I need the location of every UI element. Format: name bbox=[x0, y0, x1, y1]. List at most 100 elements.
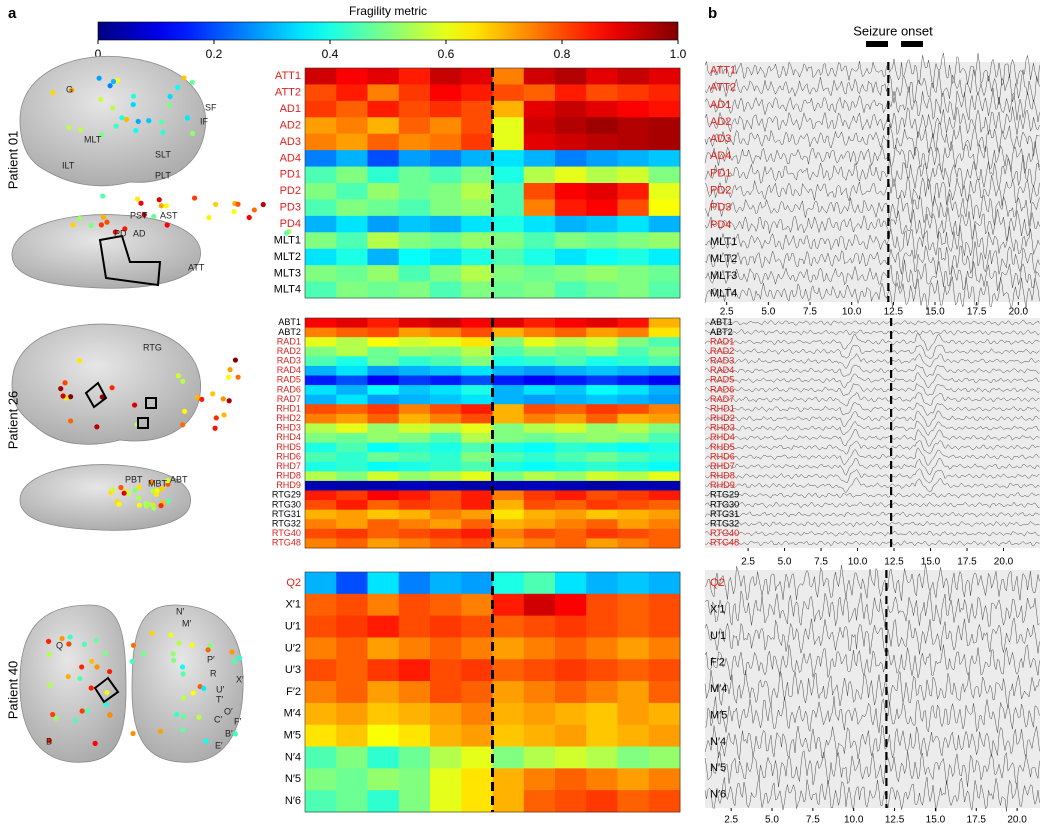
channel-label: PD3 bbox=[710, 202, 731, 214]
heatmap-cell bbox=[430, 394, 462, 405]
eeg-trace bbox=[704, 332, 1040, 351]
heatmap-cell bbox=[586, 442, 618, 453]
heatmap-cell bbox=[305, 615, 337, 638]
brain-label: U′ bbox=[216, 684, 224, 694]
colorbar-tick-label: 0.6 bbox=[438, 47, 455, 61]
heatmap-cell bbox=[398, 327, 431, 338]
heatmap-cell bbox=[305, 433, 337, 443]
electrode bbox=[135, 118, 141, 124]
heatmap-cell bbox=[523, 452, 556, 463]
electrode bbox=[79, 708, 85, 714]
heatmap-cell bbox=[492, 615, 525, 638]
heatmap-cell bbox=[523, 659, 556, 682]
heatmap-cell bbox=[617, 490, 650, 501]
heatmap-cell bbox=[430, 265, 462, 282]
heatmap-cell bbox=[648, 375, 681, 386]
heatmap-cell bbox=[336, 150, 368, 167]
brain-label: F′ bbox=[234, 716, 241, 726]
heatmap-cell bbox=[617, 84, 650, 102]
heatmap-cell bbox=[367, 471, 400, 482]
channel-label: RAD5 bbox=[710, 375, 734, 385]
heatmap-cell bbox=[648, 659, 681, 682]
heatmap-cell bbox=[461, 461, 493, 472]
electrode bbox=[135, 495, 142, 501]
heatmap-cell bbox=[398, 528, 431, 539]
electrode bbox=[132, 487, 138, 493]
channel-label: PD2 bbox=[710, 184, 731, 196]
electrode bbox=[122, 226, 128, 232]
eeg-trace bbox=[704, 520, 1040, 528]
row-label: N′6 bbox=[285, 795, 301, 807]
electrode bbox=[59, 635, 65, 642]
heatmap-cell bbox=[305, 166, 337, 184]
heatmap-cell bbox=[336, 659, 368, 682]
heatmap-cell bbox=[461, 117, 493, 135]
brain-label: G bbox=[66, 84, 73, 94]
brain bbox=[19, 604, 127, 763]
heatmap-cell bbox=[367, 327, 400, 338]
heatmap-cell bbox=[461, 480, 493, 491]
heatmap-cell bbox=[336, 519, 368, 530]
heatmap-cell bbox=[648, 461, 681, 472]
heatmap-cell bbox=[461, 327, 493, 338]
heatmap-cell bbox=[336, 281, 368, 299]
heatmap-cell bbox=[398, 724, 431, 747]
heatmap-cell bbox=[617, 404, 650, 415]
heatmap-cell bbox=[305, 232, 337, 250]
row-label: RAD2 bbox=[277, 346, 301, 356]
heatmap-cell bbox=[461, 68, 493, 85]
heatmap-cell bbox=[430, 461, 462, 472]
electrode bbox=[93, 637, 99, 644]
heatmap-cell bbox=[367, 433, 400, 443]
heatmap-cell bbox=[492, 346, 525, 357]
heatmap-cell bbox=[648, 281, 681, 299]
heatmap-cell bbox=[586, 480, 618, 491]
heatmap-cell bbox=[305, 538, 337, 549]
electrode bbox=[99, 394, 105, 400]
row-label: RHD9 bbox=[276, 480, 301, 490]
heatmap-cell bbox=[555, 68, 587, 85]
heatmap-cell bbox=[555, 637, 587, 660]
heatmap-cell bbox=[523, 166, 556, 184]
row-label: RHD7 bbox=[276, 461, 301, 471]
heatmap-cell bbox=[617, 702, 650, 726]
heatmap-cell bbox=[398, 538, 431, 549]
brain bbox=[19, 464, 192, 531]
row-label: RHD3 bbox=[276, 423, 301, 433]
heatmap-cell bbox=[430, 480, 462, 491]
heatmap-cell bbox=[305, 117, 337, 135]
row-label: N′5 bbox=[285, 773, 301, 785]
electrode bbox=[231, 209, 237, 215]
heatmap-cell bbox=[336, 404, 368, 415]
heatmap-cell bbox=[398, 746, 431, 769]
heatmap-cell bbox=[555, 375, 587, 386]
heatmap-cell bbox=[461, 442, 493, 453]
row-label: RHD2 bbox=[276, 413, 301, 423]
heatmap-cell bbox=[555, 365, 587, 376]
heatmap-cell bbox=[367, 423, 400, 434]
heatmap-cell bbox=[492, 150, 525, 167]
eeg-trace bbox=[704, 477, 1040, 493]
heatmap-cell bbox=[523, 413, 556, 424]
electrode bbox=[143, 500, 149, 507]
electrode bbox=[70, 222, 76, 228]
heatmap-cell bbox=[367, 84, 400, 102]
electrode bbox=[104, 219, 110, 225]
electrode bbox=[50, 90, 56, 96]
electrode bbox=[231, 658, 237, 664]
brain-label: O′ bbox=[224, 706, 233, 716]
brains bbox=[11, 55, 292, 763]
heatmap-cell bbox=[523, 199, 556, 217]
heatmap-cell bbox=[430, 232, 462, 250]
region-outline bbox=[84, 381, 108, 409]
heatmap-cell bbox=[336, 500, 368, 511]
heatmap-cell bbox=[461, 265, 493, 282]
heatmap-cell bbox=[430, 413, 462, 424]
heatmap-cell bbox=[336, 68, 368, 85]
heatmap-cell bbox=[461, 346, 493, 357]
heatmap-cell bbox=[461, 746, 493, 769]
heatmap-cell bbox=[586, 281, 618, 299]
heatmap-cell bbox=[648, 615, 681, 638]
heatmap-cell bbox=[430, 150, 462, 167]
region-outline bbox=[145, 397, 157, 409]
